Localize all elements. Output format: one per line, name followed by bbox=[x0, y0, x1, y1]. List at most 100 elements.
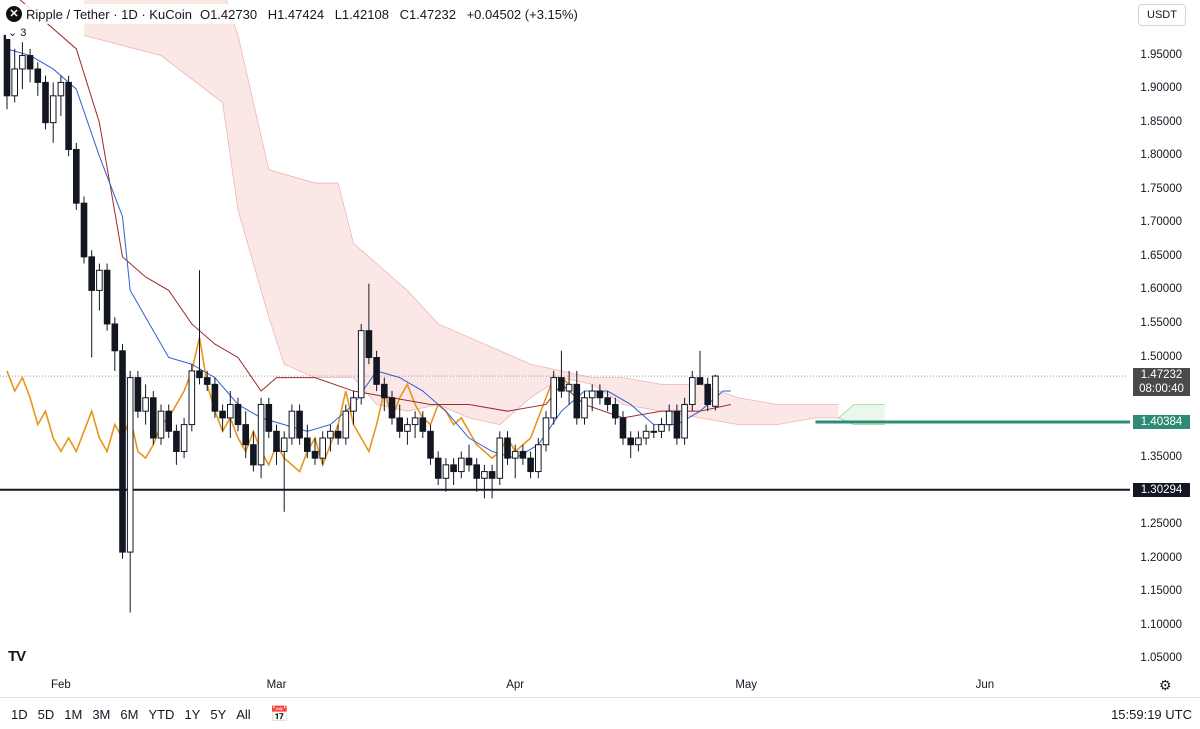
price-tick-label: 1.25000 bbox=[1140, 518, 1182, 531]
candle bbox=[80, 196, 88, 264]
candle bbox=[142, 384, 149, 425]
candle bbox=[581, 391, 588, 425]
gear-icon[interactable]: ⚙ bbox=[1159, 677, 1172, 693]
symbol-title[interactable]: Ripple / Tether · 1D · KuCoin bbox=[26, 6, 192, 22]
tenkan-sen-line bbox=[6, 48, 731, 459]
symbol-header[interactable]: ✕ Ripple / Tether · 1D · KuCoin O1.42730… bbox=[6, 4, 589, 24]
currency-selector[interactable]: USDT bbox=[1138, 4, 1186, 26]
candle bbox=[473, 458, 480, 492]
candle bbox=[119, 344, 126, 559]
cloud-bearish bbox=[84, 0, 839, 425]
candle bbox=[211, 377, 219, 418]
candle bbox=[196, 270, 203, 385]
cloud-bullish bbox=[838, 404, 885, 425]
calendar-range-icon[interactable]: 📅 bbox=[270, 706, 289, 723]
candle bbox=[165, 404, 172, 439]
candle bbox=[619, 411, 627, 445]
candle bbox=[612, 397, 619, 425]
candle bbox=[350, 391, 357, 425]
candle bbox=[242, 411, 249, 459]
chikou-span-line bbox=[6, 337, 570, 473]
candle bbox=[373, 350, 380, 392]
candle bbox=[49, 82, 57, 143]
candle bbox=[689, 370, 696, 412]
candle bbox=[180, 417, 188, 459]
candle bbox=[635, 431, 642, 452]
candle bbox=[542, 411, 550, 452]
candle bbox=[673, 404, 681, 445]
candle bbox=[280, 431, 288, 512]
time-tick-label: Feb bbox=[50, 679, 71, 691]
candle bbox=[227, 391, 234, 439]
price-tick-label: 1.50000 bbox=[1140, 350, 1182, 363]
candle bbox=[488, 464, 496, 499]
candle bbox=[219, 404, 226, 432]
candle bbox=[588, 384, 596, 412]
timeframe-button-6m[interactable]: 6M bbox=[120, 707, 139, 722]
candle bbox=[19, 42, 26, 90]
candle bbox=[250, 431, 257, 472]
close-value: C1.47232 bbox=[399, 6, 456, 22]
open-value: O1.42730 bbox=[199, 6, 258, 22]
candle bbox=[550, 370, 558, 425]
time-tick-label: Jun bbox=[975, 679, 995, 691]
candle bbox=[596, 384, 604, 405]
candle bbox=[265, 397, 273, 439]
price-tick-label: 1.20000 bbox=[1140, 551, 1182, 564]
price-tick-label: 1.70000 bbox=[1140, 216, 1182, 229]
timeframe-button-ytd[interactable]: YTD bbox=[148, 707, 175, 722]
candle bbox=[511, 444, 519, 479]
price-tick-label: 1.80000 bbox=[1140, 149, 1182, 162]
timeframe-button-1d[interactable]: 1D bbox=[11, 707, 28, 722]
candle bbox=[34, 62, 42, 96]
time-tick-label: Mar bbox=[266, 679, 287, 691]
candle bbox=[234, 397, 242, 432]
candle bbox=[496, 431, 504, 485]
candle bbox=[319, 431, 326, 465]
timeframe-button-all[interactable]: All bbox=[236, 707, 251, 722]
divider bbox=[0, 697, 1200, 698]
candle bbox=[134, 370, 142, 418]
timeframe-button-5y[interactable]: 5Y bbox=[210, 707, 227, 722]
utc-clock[interactable]: 15:59:19 UTC bbox=[1111, 707, 1192, 722]
candle bbox=[11, 48, 18, 103]
timeframe-button-1m[interactable]: 1M bbox=[64, 707, 83, 722]
price-tick-label: 1.60000 bbox=[1140, 283, 1182, 296]
low-value: L1.42108 bbox=[334, 6, 389, 22]
candle bbox=[157, 404, 165, 445]
candle bbox=[519, 444, 527, 465]
candle bbox=[535, 438, 542, 479]
candle bbox=[712, 374, 719, 411]
timeframe-button-1y[interactable]: 1Y bbox=[184, 707, 201, 722]
candle bbox=[658, 417, 665, 439]
change-value: +0.04502 (+3.15%) bbox=[466, 6, 578, 22]
candle bbox=[365, 283, 373, 365]
price-chart[interactable] bbox=[0, 0, 1200, 700]
candle bbox=[96, 263, 103, 311]
tradingview-logo[interactable]: TV bbox=[8, 648, 26, 665]
indicator-count: 3 bbox=[20, 27, 27, 39]
candle bbox=[650, 424, 658, 439]
candle bbox=[26, 48, 34, 83]
candle bbox=[434, 451, 442, 485]
candle bbox=[481, 464, 488, 499]
candle bbox=[381, 377, 388, 412]
candle bbox=[111, 317, 119, 371]
candle bbox=[458, 451, 465, 479]
horizontal-levels[interactable] bbox=[0, 420, 1130, 491]
candle bbox=[558, 350, 565, 398]
ohlc-values: O1.42730 H1.47424 L1.42108 C1.47232 +0.0… bbox=[200, 7, 585, 22]
timeframe-button-3m[interactable]: 3M bbox=[92, 707, 111, 722]
candle bbox=[188, 364, 196, 432]
cloud-bullish-upper bbox=[838, 404, 885, 419]
level-tag-black: 1.30294 bbox=[1133, 482, 1190, 497]
candle bbox=[342, 404, 350, 445]
chevron-down-icon: ⌄ bbox=[8, 27, 18, 39]
candle bbox=[573, 370, 581, 425]
timeframe-button-5d[interactable]: 5D bbox=[37, 707, 55, 722]
candle bbox=[288, 404, 296, 445]
candle bbox=[357, 323, 365, 405]
cloud-bearish-lower bbox=[83, 35, 839, 426]
indicators-toggle[interactable]: ⌄ 3 bbox=[6, 26, 29, 39]
candle bbox=[103, 263, 111, 331]
